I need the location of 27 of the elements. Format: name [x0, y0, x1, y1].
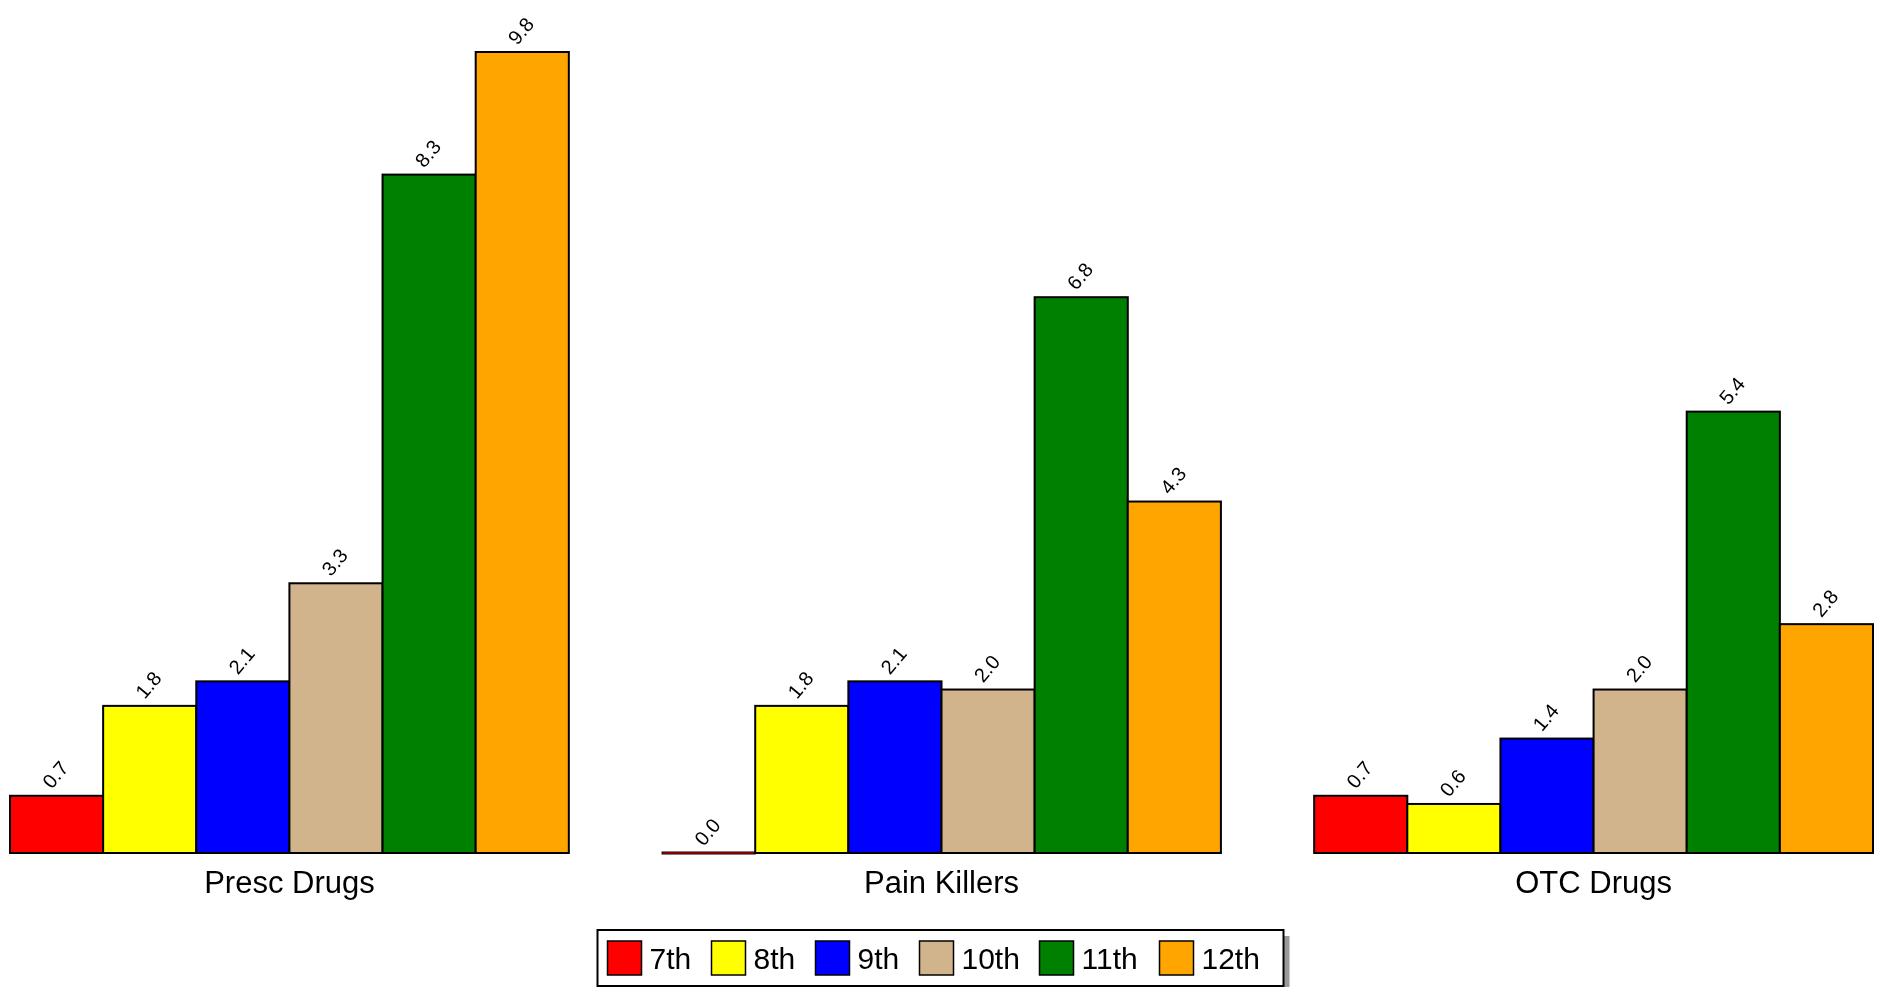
data-label: 0.6	[1435, 765, 1470, 801]
x-tick-label: OTC Drugs	[1515, 865, 1672, 900]
data-label: 1.4	[1528, 699, 1564, 736]
legend-label: 8th	[753, 941, 796, 975]
data-label: 0.0	[689, 814, 725, 850]
data-label: 2.1	[876, 642, 911, 678]
data-label: 3.3	[317, 544, 353, 580]
data-label: 2.8	[1807, 585, 1843, 621]
data-label: 1.8	[131, 667, 166, 703]
legend-label: 11th	[1081, 941, 1138, 975]
data-label: 2.1	[224, 642, 259, 678]
data-label: 9.8	[503, 13, 539, 49]
data-label: 0.7	[1342, 756, 1377, 793]
legend-label: 12th	[1201, 941, 1260, 975]
legend-label: 7th	[649, 941, 692, 975]
x-tick-label: Pain Killers	[863, 865, 1020, 900]
data-label: 2.0	[1621, 650, 1657, 687]
data-label: 0.7	[37, 756, 73, 793]
data-label: 2.0	[969, 650, 1005, 687]
data-label: 1.8	[783, 667, 818, 703]
data-label: 6.8	[1062, 258, 1098, 294]
data-label: 5.4	[1714, 372, 1750, 409]
x-tick-label: Presc Drugs	[204, 865, 375, 900]
data-label: 4.3	[1155, 462, 1191, 499]
legend-label: 9th	[857, 941, 900, 975]
data-label: 8.3	[410, 135, 446, 172]
legend-label: 10th	[961, 941, 1020, 975]
